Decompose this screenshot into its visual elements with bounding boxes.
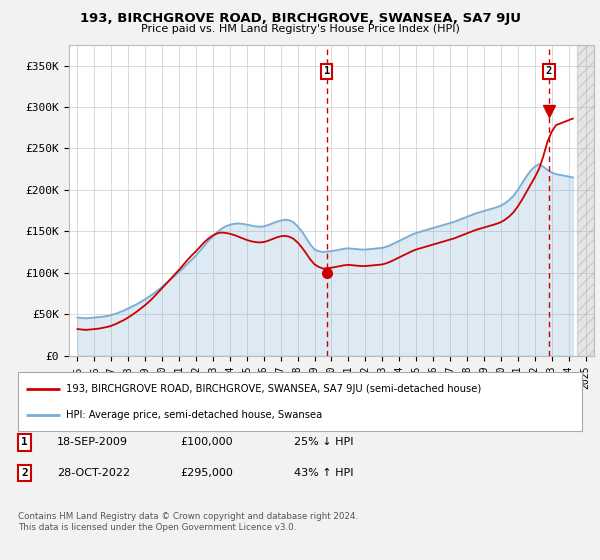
- Text: 43% ↑ HPI: 43% ↑ HPI: [294, 468, 353, 478]
- Text: HPI: Average price, semi-detached house, Swansea: HPI: Average price, semi-detached house,…: [66, 410, 322, 420]
- Text: 1: 1: [323, 66, 330, 76]
- Text: 25% ↓ HPI: 25% ↓ HPI: [294, 437, 353, 447]
- Bar: [577, 45, 594, 356]
- Text: 2: 2: [21, 468, 28, 478]
- Text: 18-SEP-2009: 18-SEP-2009: [57, 437, 128, 447]
- Text: Price paid vs. HM Land Registry's House Price Index (HPI): Price paid vs. HM Land Registry's House …: [140, 24, 460, 34]
- Text: £100,000: £100,000: [180, 437, 233, 447]
- Text: 28-OCT-2022: 28-OCT-2022: [57, 468, 130, 478]
- Text: 193, BIRCHGROVE ROAD, BIRCHGROVE, SWANSEA, SA7 9JU: 193, BIRCHGROVE ROAD, BIRCHGROVE, SWANSE…: [79, 12, 521, 25]
- Text: £295,000: £295,000: [180, 468, 233, 478]
- Text: 1: 1: [21, 437, 28, 447]
- Text: 193, BIRCHGROVE ROAD, BIRCHGROVE, SWANSEA, SA7 9JU (semi-detached house): 193, BIRCHGROVE ROAD, BIRCHGROVE, SWANSE…: [66, 384, 481, 394]
- Text: Contains HM Land Registry data © Crown copyright and database right 2024.
This d: Contains HM Land Registry data © Crown c…: [18, 512, 358, 532]
- Text: 2: 2: [545, 66, 552, 76]
